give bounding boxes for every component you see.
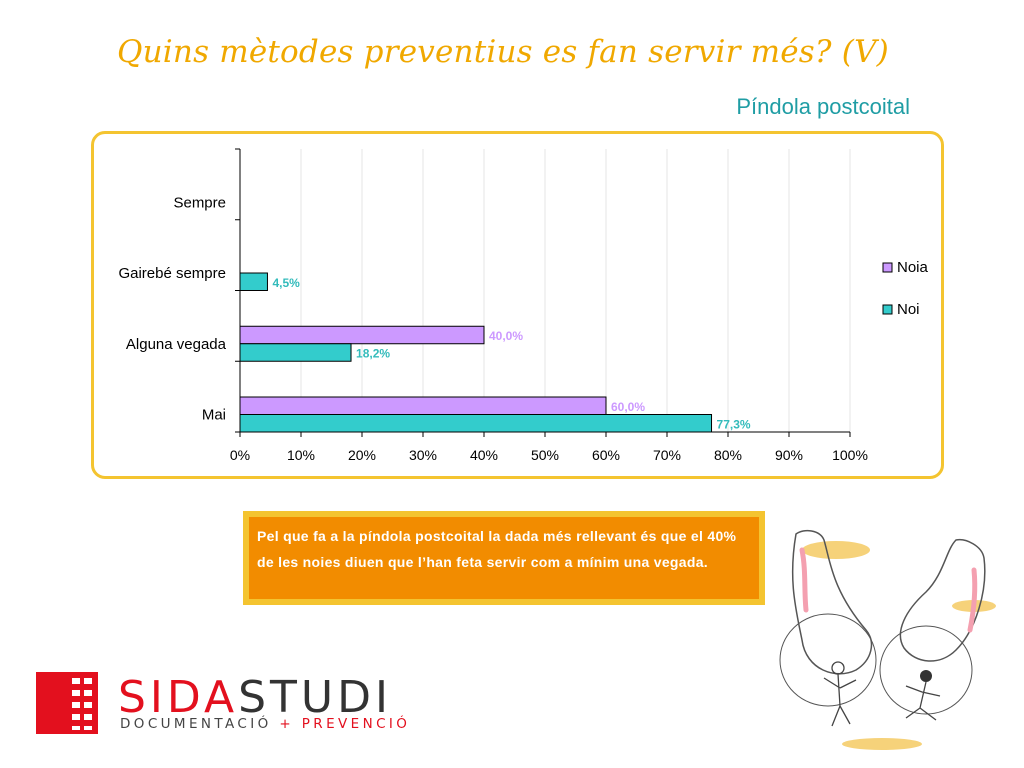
x-tick-label: 30% <box>409 447 437 463</box>
legend-label-noia: Noia <box>897 259 929 276</box>
slide-title: Quins mètodes preventius es fan servir m… <box>117 34 889 70</box>
data-label: 77,3% <box>717 417 751 431</box>
x-tick-label: 0% <box>230 447 250 463</box>
condom-figures-illustration <box>779 529 996 750</box>
x-tick-label: 50% <box>531 447 559 463</box>
bar-noi <box>239 272 268 291</box>
x-tick-label: 90% <box>775 447 803 463</box>
sidastudi-logo: SIDASTUDI DOCUMENTACIÓ + PREVENCIÓ <box>36 672 407 742</box>
x-tick-label: 60% <box>592 447 620 463</box>
x-tick-label: 10% <box>287 447 315 463</box>
y-category-label: Mai <box>202 407 226 424</box>
bar-noi <box>239 414 713 433</box>
note-box: Pel que fa a la píndola postcoital la da… <box>243 511 765 605</box>
data-label: 60,0% <box>611 400 645 414</box>
legend-swatch-noia <box>882 262 893 273</box>
slide-subtitle: Píndola postcoital <box>736 94 910 119</box>
x-tick-label: 40% <box>470 447 498 463</box>
legend-swatch-noi <box>882 304 893 315</box>
data-label: 40,0% <box>489 329 523 343</box>
note-text: Pel que fa a la píndola postcoital la da… <box>249 517 759 599</box>
data-label: 4,5% <box>272 276 300 290</box>
x-tick-label: 20% <box>348 447 376 463</box>
y-category-label: Sempre <box>173 194 226 211</box>
bar-chart: 0% 10% 20% 30% 40% 50% 60% 70% 80% 90% 100% Sempre G… <box>118 148 929 463</box>
x-tick-label: 100% <box>832 447 868 463</box>
data-label: 18,2% <box>356 347 390 361</box>
x-tick-label: 80% <box>714 447 742 463</box>
y-category-label: Alguna vegada <box>126 336 227 353</box>
sidastudi-logo-mark-icon <box>36 672 98 734</box>
bar-noi <box>239 343 352 362</box>
y-category-label: Gairebé sempre <box>118 265 226 282</box>
bar-noia <box>239 325 485 345</box>
x-tick-label: 70% <box>653 447 681 463</box>
logo-name: SIDASTUDI <box>118 672 392 723</box>
logo-tagline: DOCUMENTACIÓ + PREVENCIÓ <box>120 716 411 732</box>
legend-label-noi: Noi <box>897 301 920 318</box>
chart-frame: 0% 10% 20% 30% 40% 50% 60% 70% 80% 90% 100% Sempre G… <box>91 131 944 479</box>
bar-noia <box>239 396 607 415</box>
